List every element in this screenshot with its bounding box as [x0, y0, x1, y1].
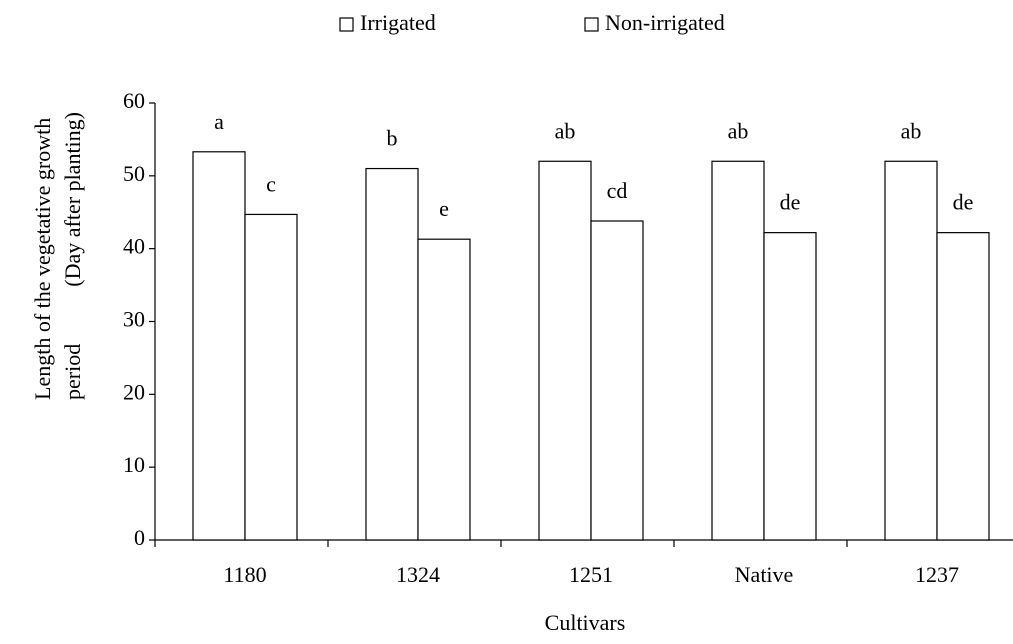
- x-tick-label: 1237: [915, 562, 959, 587]
- x-axis-label: Cultivars: [545, 610, 626, 635]
- y-tick-label: 10: [123, 452, 145, 477]
- bar-letter: de: [780, 190, 801, 215]
- bar: [365, 167, 419, 541]
- y-tick-label: 0: [134, 525, 145, 550]
- bar: [417, 238, 471, 541]
- bar: [244, 213, 298, 541]
- bar-letter: cd: [607, 178, 628, 203]
- bar-letter: de: [953, 190, 974, 215]
- bar: [763, 232, 817, 541]
- bar-letter: e: [439, 196, 449, 221]
- bar: [936, 232, 990, 541]
- y-tick-label: 30: [123, 307, 145, 332]
- y-axis-label: period: [60, 344, 85, 400]
- x-tick-label: 1180: [223, 562, 266, 587]
- legend-swatch: [584, 17, 599, 32]
- y-tick-label: 60: [123, 88, 145, 113]
- legend-label: Irrigated: [360, 10, 436, 35]
- legend-label: Non-irrigated: [605, 10, 725, 35]
- bar-letter: ab: [901, 118, 922, 143]
- x-tick-label: Native: [735, 562, 794, 587]
- y-axis-label: (Day after planting): [60, 112, 85, 287]
- bar-letter: c: [266, 171, 276, 196]
- bar-letter: ab: [728, 118, 749, 143]
- bar: [590, 220, 644, 541]
- x-tick-label: 1324: [396, 562, 440, 587]
- bar: [538, 160, 592, 541]
- legend-swatch: [339, 17, 354, 32]
- bar-letter: a: [214, 109, 224, 134]
- y-tick-label: 50: [123, 161, 145, 186]
- bar-letter: ab: [555, 118, 576, 143]
- y-tick-label: 40: [123, 234, 145, 259]
- bar: [711, 160, 765, 541]
- x-tick-label: 1251: [569, 562, 613, 587]
- bar-letter: b: [387, 126, 398, 151]
- bar: [192, 151, 246, 541]
- bar: [884, 160, 938, 541]
- y-axis-label: Length of the vegetative growth: [30, 118, 55, 400]
- y-tick-label: 20: [123, 379, 145, 404]
